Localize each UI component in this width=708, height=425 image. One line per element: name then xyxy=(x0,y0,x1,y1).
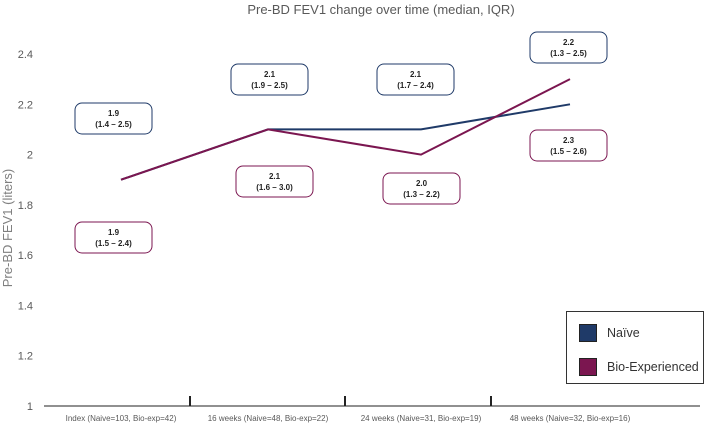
y-tick-label: 1.2 xyxy=(18,351,33,363)
y-tick-label: 1.8 xyxy=(18,200,33,212)
legend-swatch-naive xyxy=(579,324,597,342)
data-label-box: 1.9 (1.5 – 2.4) xyxy=(74,221,153,254)
legend-item-bio-experienced: Bio-Experienced xyxy=(579,358,699,376)
data-label-iqr: (1.9 – 2.5) xyxy=(251,81,288,90)
data-label-iqr: (1.3 – 2.2) xyxy=(403,190,440,199)
legend-label-bio-experienced: Bio-Experienced xyxy=(607,360,699,374)
data-label-box: 1.9 (1.4 – 2.5) xyxy=(74,102,153,135)
data-label-box: 2.1 (1.9 – 2.5) xyxy=(230,63,309,96)
legend: Naïve Bio-Experienced xyxy=(566,311,704,384)
legend-label-naive: Naïve xyxy=(607,326,640,340)
data-label-box: 2.1 (1.7 – 2.4) xyxy=(376,63,455,96)
data-label-box: 2.3 (1.5 – 2.6) xyxy=(529,129,608,162)
data-label-median: 1.9 xyxy=(108,228,120,237)
y-tick-label: 1.4 xyxy=(18,300,33,312)
data-label-iqr: (1.5 – 2.4) xyxy=(95,239,132,248)
data-label-median: 2.2 xyxy=(563,38,575,47)
y-tick-label: 1.6 xyxy=(18,250,33,262)
x-tick-label: 24 weeks (Naive=31, Bio-exp=19) xyxy=(361,414,482,423)
data-label-border xyxy=(382,172,461,205)
y-tick-label: 2.4 xyxy=(18,49,33,61)
data-label-median: 2.1 xyxy=(264,70,276,79)
data-label-median: 2.0 xyxy=(416,179,428,188)
y-tick-label: 1 xyxy=(27,401,33,413)
data-label-median: 1.9 xyxy=(108,109,120,118)
data-label-border xyxy=(529,129,608,162)
data-label-iqr: (1.7 – 2.4) xyxy=(397,81,434,90)
x-tick-label: 16 weeks (Naive=48, Bio-exp=22) xyxy=(208,414,329,423)
y-axis-label: Pre-BD FEV1 (liters) xyxy=(0,169,15,287)
legend-item-naive: Naïve xyxy=(579,324,640,342)
data-label-box: 2.0 (1.3 – 2.2) xyxy=(382,172,461,205)
x-tick-label: 48 weeks (Naive=32, Bio-exp=16) xyxy=(510,414,631,423)
x-tick-label: Index (Naive=103, Bio-exp=42) xyxy=(66,414,177,423)
data-label-iqr: (1.3 – 2.5) xyxy=(550,49,587,58)
legend-swatch-bio-experienced xyxy=(579,358,597,376)
data-label-iqr: (1.6 – 3.0) xyxy=(256,183,293,192)
data-label-border xyxy=(235,165,314,198)
data-label-border xyxy=(74,102,153,135)
data-label-border xyxy=(74,221,153,254)
data-label-border xyxy=(529,31,608,64)
data-label-border xyxy=(376,63,455,96)
data-label-median: 2.3 xyxy=(563,136,575,145)
data-label-border xyxy=(230,63,309,96)
data-label-box: 2.1 (1.6 – 3.0) xyxy=(235,165,314,198)
data-label-median: 2.1 xyxy=(269,172,281,181)
y-tick-label: 2 xyxy=(27,150,33,162)
data-label-box: 2.2 (1.3 – 2.5) xyxy=(529,31,608,64)
data-label-median: 2.1 xyxy=(410,70,422,79)
data-label-iqr: (1.5 – 2.6) xyxy=(550,147,587,156)
chart-title: Pre-BD FEV1 change over time (median, IQ… xyxy=(247,2,514,17)
y-tick-label: 2.2 xyxy=(18,99,33,111)
series-line-bio-experienced xyxy=(120,78,571,181)
data-label-iqr: (1.4 – 2.5) xyxy=(95,120,132,129)
